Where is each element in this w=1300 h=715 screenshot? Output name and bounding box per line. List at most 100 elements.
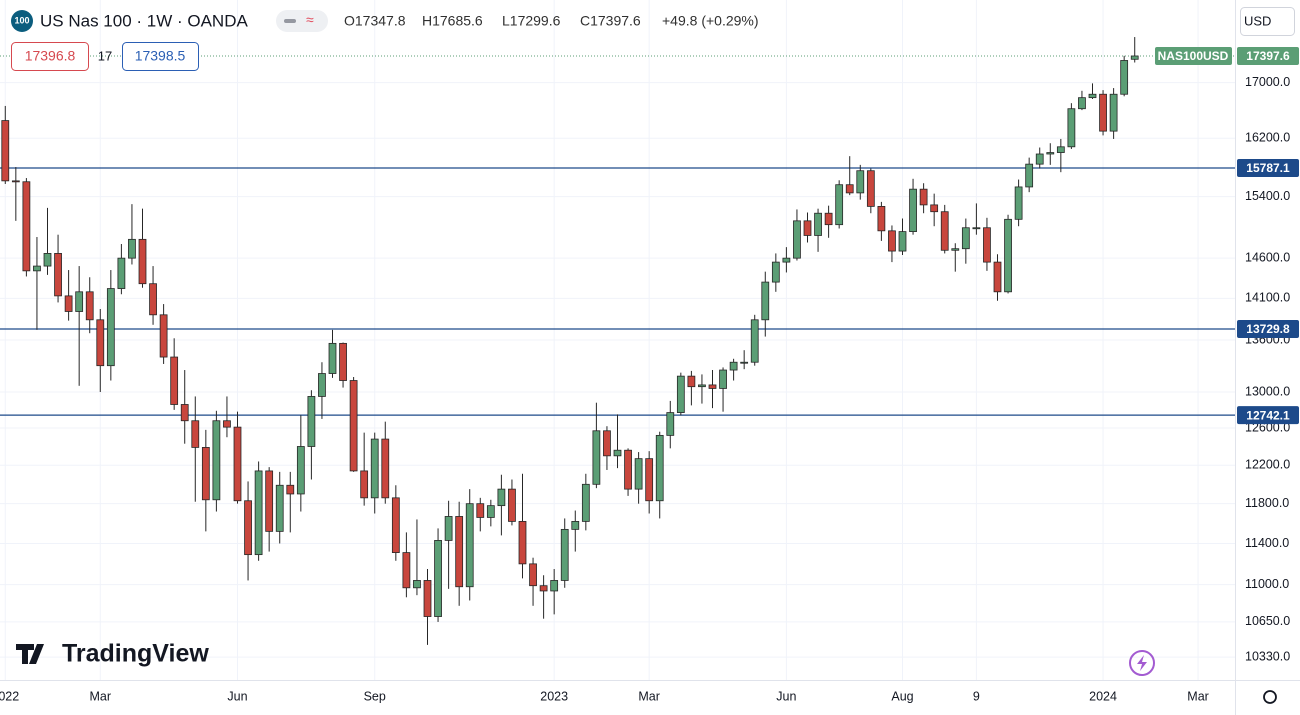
candle-body: [254, 470, 263, 556]
candle-body: [1067, 108, 1076, 148]
candle-body: [803, 220, 812, 236]
x-tick-label: Mar: [638, 689, 660, 703]
candle-body: [771, 261, 780, 283]
candle-body: [1, 120, 10, 182]
y-tick-label: 10330.0: [1245, 649, 1290, 663]
candle-body: [719, 369, 727, 389]
candle-body: [835, 184, 844, 226]
y-tick-label: 11400.0: [1245, 536, 1289, 550]
price-tag: [1237, 46, 1299, 65]
candle-body: [201, 447, 210, 501]
candle-body: [64, 295, 73, 312]
ask-box[interactable]: [122, 42, 199, 71]
bid-box[interactable]: [11, 42, 89, 71]
candle-body: [339, 342, 347, 381]
candle-body: [402, 552, 411, 589]
candle-body: [645, 458, 654, 502]
candle-body: [529, 563, 537, 587]
x-tick-label: 2024: [1089, 689, 1117, 703]
y-tick-label: 12200.0: [1245, 458, 1290, 472]
candle-body: [11, 180, 20, 183]
candle-body: [666, 412, 675, 436]
candle-body: [497, 488, 506, 507]
candle-body: [824, 212, 833, 226]
candle-body: [592, 430, 601, 485]
symbol-title[interactable]: US Nas 100 · 1W · OANDA: [40, 11, 248, 30]
candle-body: [698, 384, 706, 388]
candle-body: [856, 170, 865, 194]
candle-body: [212, 420, 221, 501]
settings-icon[interactable]: [1263, 690, 1277, 704]
candle-body: [360, 470, 369, 499]
candle-body: [539, 585, 548, 592]
candle-body: [191, 420, 200, 448]
candle-body: [138, 238, 147, 285]
candle-body: [708, 384, 717, 389]
price-tag-label: 17397.6: [1246, 49, 1290, 63]
candle-body: [423, 580, 432, 617]
lightning-icon[interactable]: [1129, 650, 1155, 676]
symbol-icon-text: 100: [14, 15, 29, 25]
x-tick-label: Aug: [891, 689, 913, 703]
candle-body: [22, 181, 31, 272]
y-tick-label: 10650.0: [1245, 614, 1290, 628]
candle-body: [972, 227, 981, 230]
candle-body: [286, 484, 295, 495]
candle-body: [349, 380, 358, 472]
candle-body: [930, 204, 939, 213]
candle-body: [793, 220, 801, 259]
candle-body: [1014, 186, 1023, 220]
y-tick-label: 16200.0: [1245, 131, 1290, 145]
y-tick-label: 14100.0: [1245, 291, 1290, 305]
candle-body: [149, 283, 157, 316]
candle-body: [75, 291, 84, 312]
candle-body: [571, 521, 580, 530]
level-label: 15787.1: [1246, 161, 1290, 175]
x-tick-label: Sep: [364, 689, 386, 703]
x-tick-label: Jun: [776, 689, 796, 703]
toggle-icon: [284, 19, 296, 23]
candle-body: [265, 470, 274, 532]
candle-body: [729, 361, 738, 371]
y-tick-label: 14600.0: [1245, 250, 1290, 264]
ohlc-high: H17685.6: [422, 13, 483, 29]
candle-body: [740, 361, 749, 364]
candle-body: [381, 438, 390, 499]
candle-body: [476, 503, 485, 518]
toggle-icon: ≈: [306, 12, 314, 28]
ask: 17398.5: [135, 48, 186, 64]
candle-body: [85, 291, 94, 321]
candle-body: [676, 375, 685, 413]
candle-body: [128, 238, 136, 259]
candle-body: [233, 426, 242, 502]
currency-box[interactable]: [1240, 7, 1295, 36]
level-tag: [1237, 406, 1299, 425]
candle-body: [1078, 97, 1086, 110]
candle-body: [866, 170, 875, 207]
candle-body: [782, 257, 791, 263]
candle-body: [1046, 152, 1055, 155]
y-tick-label: 17000.0: [1245, 75, 1290, 89]
candle-body: [391, 497, 400, 553]
candle-body: [434, 540, 442, 617]
candle-body: [1120, 60, 1129, 95]
candle-body: [465, 503, 474, 588]
toggle[interactable]: [276, 10, 328, 32]
ohlc-open: O17347.8: [344, 13, 406, 29]
symbol-icon: [11, 10, 33, 32]
level-label: 13729.8: [1246, 322, 1290, 336]
candle-body: [1004, 218, 1012, 293]
candle-body: [170, 356, 179, 405]
bid: 17396.8: [25, 48, 76, 64]
candle-body: [1025, 163, 1034, 188]
candle-body: [603, 430, 611, 457]
candle-body: [888, 230, 896, 252]
candle-body: [919, 188, 928, 206]
candle-body: [413, 580, 421, 589]
candle-body: [1109, 93, 1118, 132]
candle-body: [940, 211, 949, 251]
y-tick-label: 13000.0: [1245, 384, 1290, 398]
lightning-icon: [1137, 655, 1147, 671]
